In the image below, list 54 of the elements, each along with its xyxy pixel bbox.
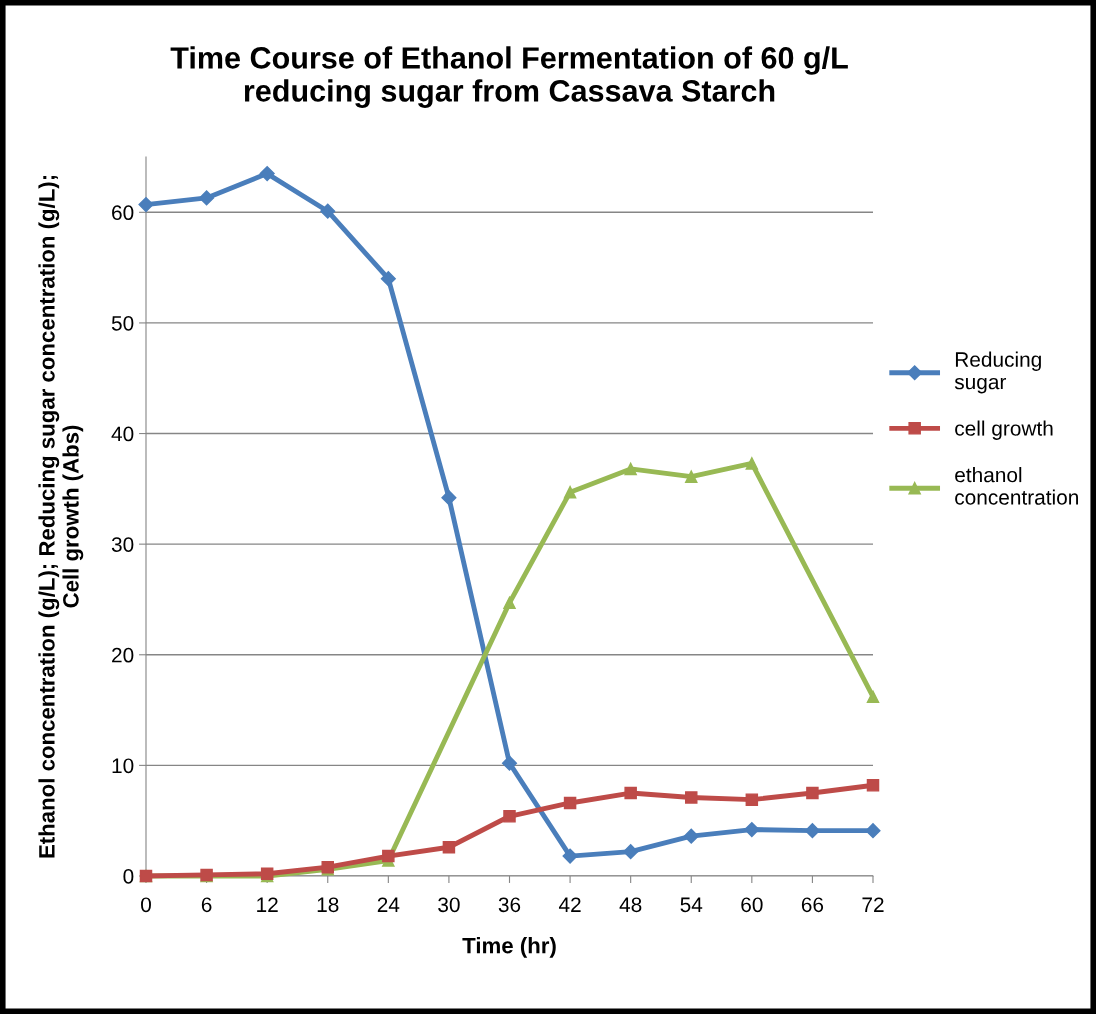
point <box>806 786 819 800</box>
point <box>320 203 336 219</box>
y-tick-label: 30 <box>111 537 134 552</box>
point <box>684 791 698 804</box>
y-tick-label: 50 <box>111 315 134 331</box>
point <box>623 844 639 860</box>
point <box>745 793 759 806</box>
y-tick-label: 0 <box>123 869 134 884</box>
x-tick-label: 66 <box>801 897 824 913</box>
x-tick-label: 42 <box>558 897 581 912</box>
x-tick-label: 30 <box>438 897 460 913</box>
point <box>683 828 699 844</box>
x-tick-label: 36 <box>498 897 521 913</box>
x-tick-label: 72 <box>862 897 884 912</box>
x-tick-label: 48 <box>619 897 642 913</box>
point <box>382 849 395 863</box>
point <box>503 810 516 823</box>
point <box>562 848 578 864</box>
point <box>563 796 577 810</box>
point <box>503 596 516 610</box>
x-tick-label: 6 <box>201 897 212 913</box>
chart-title: Time Course of Ethanol Fermentation of 60 g/L reducing sugar from Cassava Starch <box>170 46 848 108</box>
point <box>624 786 637 800</box>
x-tick-label: 18 <box>317 897 339 913</box>
point <box>442 840 456 854</box>
point <box>624 462 637 476</box>
point <box>866 779 880 792</box>
point <box>804 823 820 839</box>
x-tick-label: 12 <box>257 897 278 912</box>
point <box>380 271 396 287</box>
y-tick-label: 40 <box>111 426 134 442</box>
y-tick-label: 10 <box>112 758 134 774</box>
legend-label: Reducing sugar <box>954 351 1041 394</box>
point <box>199 190 215 206</box>
y-tick-label: 20 <box>112 647 134 663</box>
point <box>684 470 698 483</box>
point <box>259 166 275 182</box>
point <box>866 690 880 704</box>
point <box>745 457 759 470</box>
x-tick-label: 60 <box>741 897 763 913</box>
legend-label: cell growth <box>955 420 1053 440</box>
point <box>744 821 760 838</box>
point <box>865 823 881 839</box>
y-axis-title: Ethanol concentration (g/L); Reducing sugar concentration (g/L); Cell growth (Abs) <box>38 176 84 858</box>
point <box>501 755 518 771</box>
x-tick-label: 0 <box>141 897 151 913</box>
y-tick-label: 60 <box>112 205 134 221</box>
x-axis-title: Time (hr) <box>462 937 556 958</box>
point <box>441 490 457 506</box>
x-tick-label: 54 <box>680 897 703 913</box>
point <box>138 196 154 213</box>
legend-label: ethanol concentration <box>955 467 1078 505</box>
point <box>563 485 577 499</box>
x-tick-label: 24 <box>377 897 400 912</box>
